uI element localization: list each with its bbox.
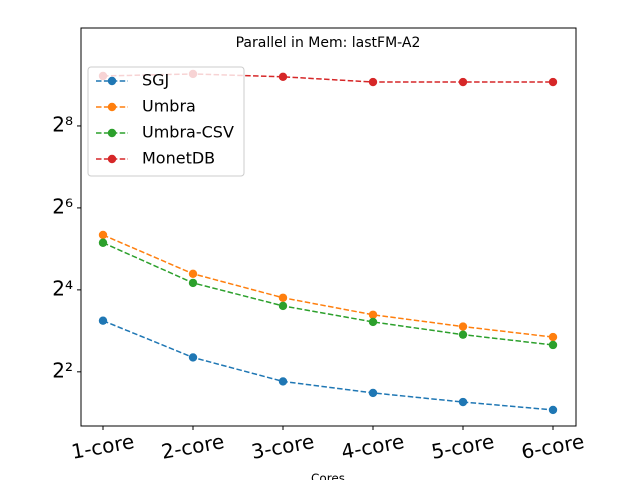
data-point <box>368 310 378 319</box>
data-point <box>368 317 378 327</box>
data-point <box>458 77 468 87</box>
legend-box <box>87 66 245 177</box>
data-point <box>188 353 198 362</box>
y-tick-label: 2⁴ <box>52 276 73 300</box>
y-tick-label: 2⁸ <box>52 112 73 136</box>
legend-label: Umbra <box>142 97 196 116</box>
y-tick-label: 2² <box>52 358 73 382</box>
data-point <box>368 388 378 398</box>
y-tick-label: 2⁶ <box>52 194 73 218</box>
legend-marker <box>107 128 117 138</box>
data-point <box>368 77 378 87</box>
data-point <box>98 316 108 325</box>
legend-marker <box>107 76 117 86</box>
data-point <box>548 332 558 342</box>
x-axis-label: Cores <box>311 472 345 480</box>
data-point <box>278 377 288 386</box>
data-point <box>458 397 468 407</box>
legend-marker <box>107 154 117 164</box>
legend-label: MonetDB <box>142 149 215 168</box>
data-point <box>548 340 558 350</box>
legend-marker <box>107 102 117 112</box>
data-point <box>548 77 558 87</box>
data-point <box>278 293 288 302</box>
data-point <box>98 230 108 240</box>
series-line <box>102 242 554 346</box>
data-point <box>548 405 558 415</box>
series-line <box>102 234 554 338</box>
data-point <box>188 278 198 288</box>
data-point <box>98 238 108 247</box>
data-point <box>278 301 288 311</box>
legend-label: Umbra-CSV <box>142 123 234 142</box>
series-line <box>102 319 554 411</box>
data-point <box>188 269 198 278</box>
plot-frame <box>80 27 577 427</box>
data-point <box>458 330 468 339</box>
legend-label: SGJ <box>142 71 169 90</box>
chart-title: Parallel in Mem: lastFM-A2 <box>236 35 421 51</box>
data-point <box>278 72 288 81</box>
data-point <box>458 322 468 331</box>
